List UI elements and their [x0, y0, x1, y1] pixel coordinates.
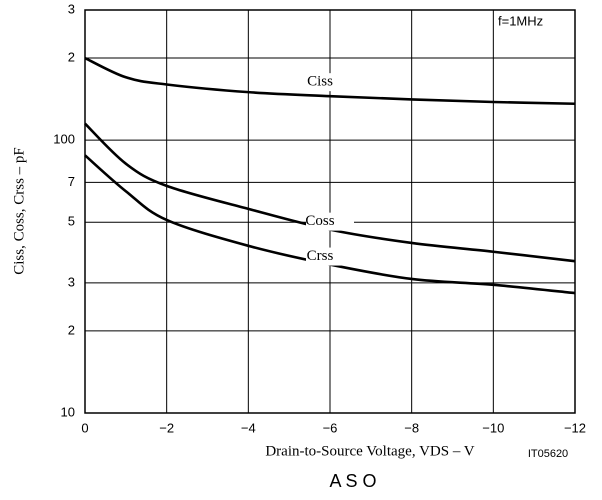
curve-label-bg	[306, 212, 354, 231]
curve-label-bg	[306, 247, 354, 266]
x-tick-label: 0	[81, 420, 88, 435]
y-tick-label: 2	[68, 49, 75, 64]
curve-label-bg	[306, 73, 354, 92]
x-axis-label: Drain-to-Source Voltage, VDS – V	[265, 443, 474, 459]
y-tick-label: 7	[68, 174, 75, 189]
x-tick-label: −8	[404, 420, 419, 435]
curve	[84, 56, 576, 106]
y-tick-label: 3	[68, 1, 75, 16]
annotation: f=1MHz	[498, 13, 543, 28]
y-tick-label: 3	[68, 274, 75, 289]
x-tick-label: −4	[241, 420, 256, 435]
x-tick-label: −6	[323, 420, 338, 435]
curve-label: Crss	[307, 248, 334, 264]
y-tick-label: 100	[53, 132, 75, 147]
y-tick-label: 5	[68, 214, 75, 229]
y-axis-label: Ciss, Coss, Crss – pF	[11, 147, 27, 275]
y-tick-label: 10	[61, 404, 75, 419]
curve-label: Ciss	[307, 74, 333, 90]
figure-id: IT05620	[528, 448, 568, 460]
x-tick-label: −2	[159, 420, 174, 435]
curve	[84, 122, 576, 263]
curve	[84, 154, 576, 295]
next-chart-title: A S O	[329, 471, 376, 491]
x-tick-label: −12	[564, 420, 586, 435]
y-tick-label: 2	[68, 322, 75, 337]
curve-label: Coss	[305, 213, 334, 229]
x-tick-label: −10	[482, 420, 504, 435]
